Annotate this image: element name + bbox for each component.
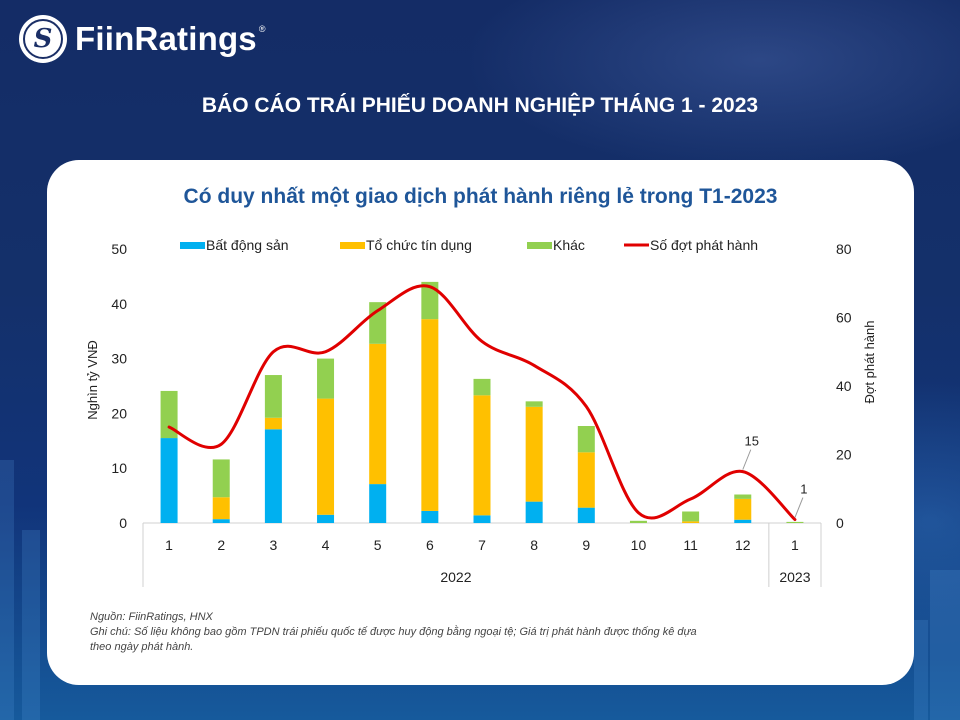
- x-axis-tick-label: 9: [582, 537, 590, 553]
- bar-segment-khac: [473, 378, 491, 396]
- y-axis-tick-label: 40: [111, 296, 127, 312]
- bar-segment-bat-dong-san: [264, 429, 282, 523]
- legend-label: Khác: [553, 237, 585, 253]
- bar-segment-khac: [577, 426, 595, 453]
- bar-segment-to-chuc-tin-dung: [212, 497, 230, 520]
- x-axis-tick-label: 6: [426, 537, 434, 553]
- legend-label: Bất động sản: [206, 237, 289, 253]
- bar-segment-khac: [682, 511, 700, 522]
- bar-segment-bat-dong-san: [577, 507, 595, 523]
- y2-axis-tick-label: 40: [836, 378, 852, 394]
- x-axis-tick-label: 4: [322, 537, 330, 553]
- brand-name: FiinRatings: [75, 20, 257, 57]
- x-axis-tick-label: 12: [735, 537, 751, 553]
- legend-swatch: [180, 242, 205, 249]
- x-axis-tick-label: 2: [217, 537, 225, 553]
- bar-segment-bat-dong-san: [160, 438, 178, 523]
- y2-axis-tick-label: 20: [836, 447, 852, 463]
- chart-card: Có duy nhất một giao dịch phát hành riên…: [47, 160, 914, 685]
- legend-label: Tổ chức tín dụng: [366, 237, 472, 253]
- x-axis-group-label: 2023: [779, 569, 810, 585]
- y2-axis-tick-label: 0: [836, 515, 844, 531]
- line-so-dot-phat-hanh: [167, 284, 797, 522]
- data-label-leader: [742, 449, 752, 470]
- y2-axis-tick-label: 80: [836, 241, 852, 257]
- data-label: 1: [800, 482, 807, 497]
- brand-logo: S FiinRatings ®: [19, 15, 266, 63]
- registered-mark: ®: [258, 24, 266, 34]
- bar-segment-bat-dong-san: [317, 514, 335, 523]
- x-axis-tick-label: 11: [683, 537, 698, 553]
- x-axis-tick-label: 1: [791, 537, 799, 553]
- combo-chart: 0 10 20 30 40 50 0 20 40 60 80 Nghìn tỷ VNĐ Đợt phát…: [85, 237, 877, 587]
- y2-axis-tick-label: 60: [836, 310, 852, 326]
- y-axis-tick-label: 30: [111, 351, 127, 367]
- bar-segment-bat-dong-san: [525, 501, 543, 523]
- bar-segment-to-chuc-tin-dung: [317, 398, 335, 515]
- bar-segment-khac: [525, 401, 543, 407]
- x-axis-tick-label: 8: [530, 537, 538, 553]
- x-axis-tick-label: 5: [374, 537, 382, 553]
- bar-segment-bat-dong-san: [421, 510, 439, 523]
- logo-emblem-icon: S: [19, 15, 67, 63]
- bar-segment-to-chuc-tin-dung: [577, 452, 595, 508]
- bar-segment-khac: [734, 494, 752, 499]
- chart-title: Có duy nhất một giao dịch phát hành riên…: [183, 185, 778, 208]
- legend-swatch: [340, 242, 365, 249]
- bar-segment-to-chuc-tin-dung: [264, 417, 282, 430]
- bar-segment-bat-dong-san: [734, 519, 752, 523]
- bar-segment-bat-dong-san: [369, 484, 387, 523]
- report-title: BÁO CÁO TRÁI PHIẾU DOANH NGHIỆP THÁNG 1 …: [201, 94, 759, 117]
- bar-segment-khac: [786, 521, 804, 523]
- bar-segment-to-chuc-tin-dung: [421, 319, 439, 511]
- bar-segment-bat-dong-san: [473, 515, 491, 523]
- y-axis-tick-label: 0: [119, 515, 127, 531]
- bar-segment-to-chuc-tin-dung: [369, 343, 387, 485]
- bar-segment-khac: [317, 358, 335, 399]
- legend-swatch: [527, 242, 552, 249]
- x-axis-group-label: 2022: [440, 569, 471, 585]
- background-bars: [0, 460, 960, 720]
- bar-segment-bat-dong-san: [212, 519, 230, 523]
- remark-note-line2: theo ngày phát hành.: [90, 641, 194, 653]
- bar-segment-khac: [629, 520, 647, 523]
- bar-segment-to-chuc-tin-dung: [525, 406, 543, 502]
- y2-axis-title: Đợt phát hành: [862, 321, 877, 404]
- x-axis-tick-label: 10: [631, 537, 647, 553]
- x-axis-tick-label: 1: [165, 537, 173, 553]
- source-note: Nguồn: FiinRatings, HNX: [90, 611, 213, 623]
- y-axis-title: Nghìn tỷ VNĐ: [85, 340, 100, 419]
- bar-segment-khac: [160, 390, 178, 439]
- x-axis-tick-label: 7: [478, 537, 486, 553]
- remark-note-line1: Ghi chú: Số liệu không bao gồm TPDN trái…: [90, 626, 697, 638]
- data-label-leader: [794, 497, 804, 518]
- data-label: 15: [745, 434, 759, 449]
- y-axis-tick-label: 10: [111, 460, 127, 476]
- bar-segment-khac: [264, 375, 282, 418]
- y-axis-tick-label: 20: [111, 405, 127, 421]
- bar-segment-khac: [212, 459, 230, 498]
- bar-segment-to-chuc-tin-dung: [734, 498, 752, 520]
- bar-segment-khac: [421, 281, 439, 320]
- bar-segment-to-chuc-tin-dung: [682, 521, 700, 523]
- x-axis-tick-label: 3: [269, 537, 277, 553]
- legend-label: Số đợt phát hành: [650, 237, 758, 253]
- y-axis-tick-label: 50: [111, 241, 127, 257]
- bar-segment-to-chuc-tin-dung: [473, 395, 491, 516]
